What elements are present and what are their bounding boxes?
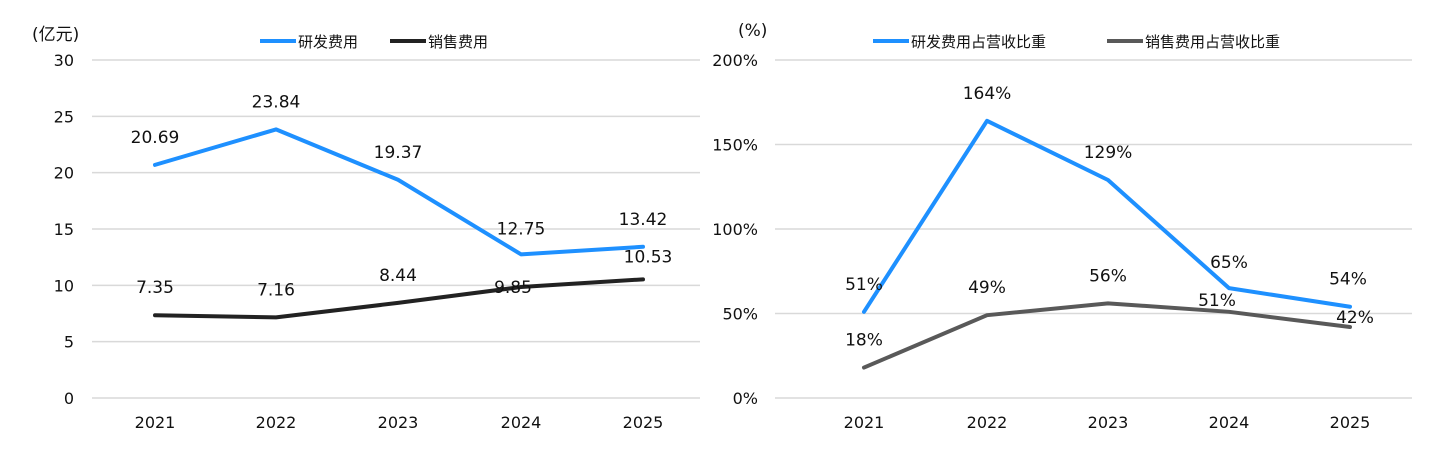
y-tick-label: 50% [722,305,758,324]
x-tick-label: 2025 [1330,413,1371,432]
data-label: 51% [1198,291,1236,311]
series-line-1 [862,301,1352,370]
data-label: 65% [1210,253,1248,273]
data-label: 49% [968,278,1006,298]
y-tick-label: 200% [712,51,758,70]
legend-label-sales-ratio: 销售费用占营收比重 [1145,33,1280,51]
x-tick-label: 2023 [378,413,419,432]
data-label: 18% [845,331,883,351]
y-tick-label: 100% [712,220,758,239]
x-axis-ticks: 2021 2022 2023 2024 2025 [844,413,1371,432]
y-tick-label: 15 [54,220,74,239]
data-label: 10.53 [624,247,673,267]
data-labels: 20.69 23.84 19.37 12.75 13.42 7.35 7.16 8.44 9.8… [131,92,673,300]
data-label: 8.44 [379,266,417,286]
y-tick-label: 30 [54,51,74,70]
x-tick-label: 2023 [1088,413,1129,432]
data-labels: 51% 164% 129% 65% 54% 18% 49% 56% 51% 42% [845,84,1374,351]
data-label: 23.84 [252,92,301,112]
data-label: 54% [1329,270,1367,290]
data-label: 19.37 [374,143,423,163]
data-label: 13.42 [619,210,668,230]
legend: 研发费用 销售费用 [260,33,488,51]
x-tick-label: 2025 [623,413,664,432]
x-axis-ticks: 2021 2022 2023 2024 2025 [135,413,664,432]
y-tick-label: 150% [712,136,758,155]
series-line-0 [153,127,645,257]
data-label: 164% [963,84,1012,104]
legend: 研发费用占营收比重 销售费用占营收比重 [873,33,1280,51]
y-tick-label: 0 [64,389,74,408]
data-label: 42% [1336,308,1374,328]
x-tick-label: 2024 [1209,413,1250,432]
gridlines [92,59,700,399]
y-tick-label: 0% [733,389,758,408]
series-lines [862,118,1352,370]
legend-label-rd: 研发费用 [298,33,358,51]
gridlines [775,59,1412,399]
x-tick-label: 2022 [967,413,1008,432]
y-axis-ticks: 0% 50% 100% 150% 200% [712,51,758,408]
y-axis-ticks: 0 5 10 15 20 25 30 [54,51,74,408]
y-tick-label: 20 [54,164,74,183]
data-label: 9.85 [494,278,532,298]
y-unit-label: (亿元) [32,25,79,45]
x-tick-label: 2021 [844,413,885,432]
x-tick-label: 2022 [256,413,297,432]
legend-label-rd-ratio: 研发费用占营收比重 [911,33,1046,51]
legend-label-sales: 销售费用 [428,33,488,51]
y-tick-label: 10 [54,276,74,295]
series-line-1 [153,277,645,320]
data-label: 7.16 [257,280,295,300]
data-label: 20.69 [131,128,180,148]
data-label: 12.75 [497,219,546,239]
data-label: 56% [1089,266,1127,286]
series-lines [153,127,645,320]
y-tick-label: 25 [54,107,74,126]
data-label: 51% [845,275,883,295]
data-label: 7.35 [136,278,174,298]
x-tick-label: 2024 [501,413,542,432]
data-label: 129% [1084,143,1133,163]
y-unit-label: (%) [738,21,767,41]
series-line-0 [862,118,1352,314]
x-tick-label: 2021 [135,413,176,432]
expense-ratio-chart: (%) 研发费用占营收比重 销售费用占营收比重 0% 50% 100% 150% 200… [712,21,1412,432]
y-tick-label: 5 [64,333,74,352]
